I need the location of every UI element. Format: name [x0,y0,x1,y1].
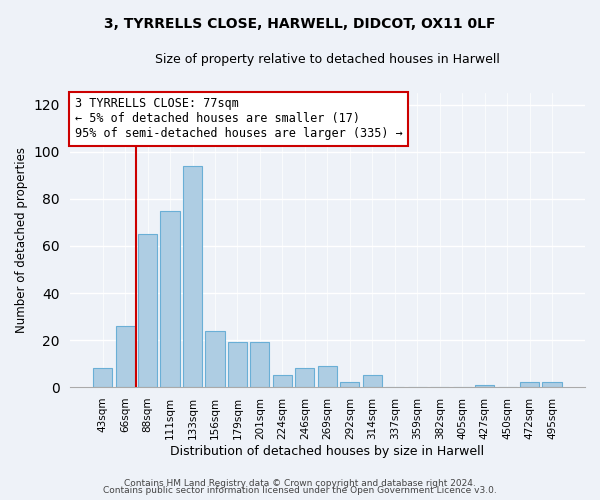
Bar [363,376,382,387]
Bar [250,342,269,387]
Bar [340,382,359,387]
Bar [138,234,157,387]
Bar [520,382,539,387]
Title: Size of property relative to detached houses in Harwell: Size of property relative to detached ho… [155,52,500,66]
Bar [93,368,112,387]
Y-axis label: Number of detached properties: Number of detached properties [15,147,28,333]
X-axis label: Distribution of detached houses by size in Harwell: Distribution of detached houses by size … [170,444,484,458]
Bar [295,368,314,387]
Bar [160,210,179,387]
Bar [273,376,292,387]
Bar [183,166,202,387]
Bar [228,342,247,387]
Text: 3 TYRRELLS CLOSE: 77sqm
← 5% of detached houses are smaller (17)
95% of semi-det: 3 TYRRELLS CLOSE: 77sqm ← 5% of detached… [75,98,403,140]
Text: Contains public sector information licensed under the Open Government Licence v3: Contains public sector information licen… [103,486,497,495]
Text: 3, TYRRELLS CLOSE, HARWELL, DIDCOT, OX11 0LF: 3, TYRRELLS CLOSE, HARWELL, DIDCOT, OX11… [104,18,496,32]
Bar [475,384,494,387]
Text: Contains HM Land Registry data © Crown copyright and database right 2024.: Contains HM Land Registry data © Crown c… [124,478,476,488]
Bar [205,330,224,387]
Bar [318,366,337,387]
Bar [116,326,134,387]
Bar [542,382,562,387]
